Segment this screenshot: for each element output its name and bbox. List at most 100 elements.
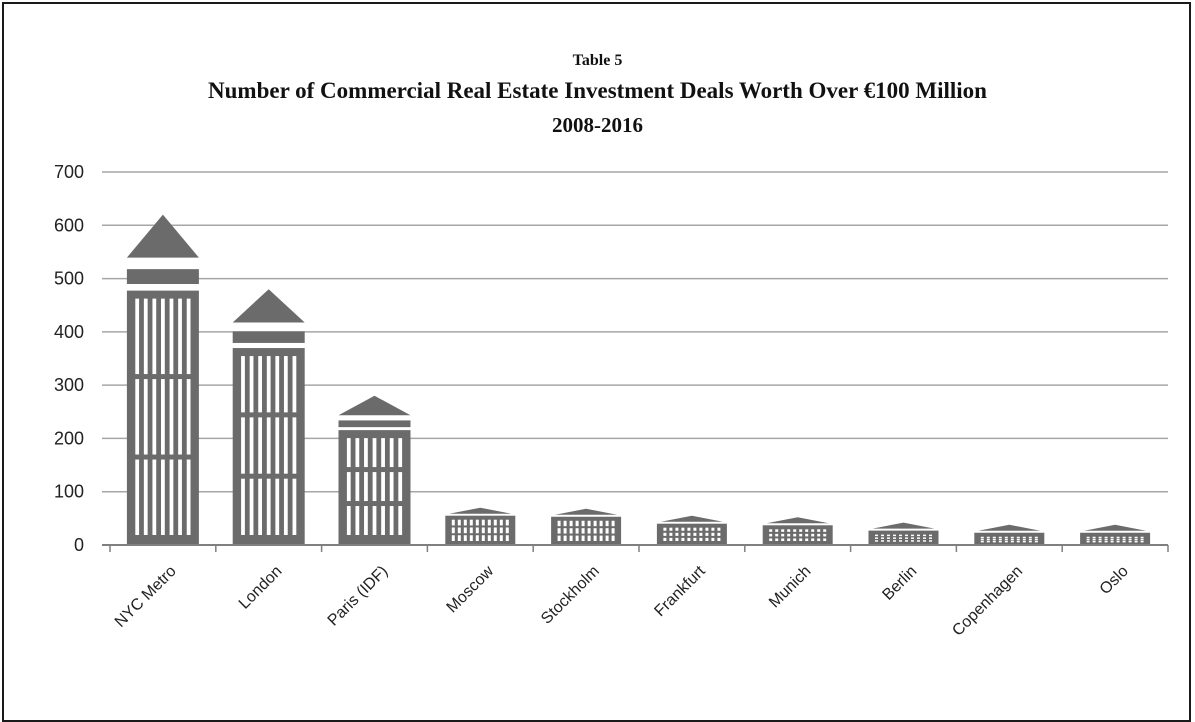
bar-window <box>381 506 385 535</box>
bar-window <box>152 379 157 455</box>
bar-window <box>1022 536 1026 539</box>
bar-window <box>593 528 597 534</box>
bar-window <box>681 527 685 531</box>
bar-window <box>605 520 609 527</box>
bar-roof <box>449 507 512 514</box>
bar-window <box>875 537 878 539</box>
bar-roof <box>232 289 305 323</box>
bar-window <box>887 534 890 537</box>
bar-body <box>868 530 939 545</box>
bar-window <box>986 536 990 539</box>
bar-window <box>793 533 797 537</box>
bar-window <box>875 540 878 542</box>
bar-window <box>346 472 351 502</box>
bar-window <box>911 540 914 542</box>
bar-window <box>499 535 503 541</box>
bar-window <box>135 298 140 375</box>
chart-subtitle: 2008-2016 <box>552 113 643 137</box>
bar-window <box>1116 540 1120 543</box>
bar-window <box>793 529 797 532</box>
bar-window <box>611 520 615 527</box>
bar-window <box>1104 538 1108 541</box>
bar-window <box>283 356 288 413</box>
bar-window <box>992 538 996 541</box>
bar-window <box>823 538 827 541</box>
bar-window <box>893 540 896 542</box>
bar-window <box>917 537 920 539</box>
bar-window <box>681 532 685 536</box>
bar-window <box>687 532 691 536</box>
bar-window <box>266 417 271 474</box>
bar-window <box>372 506 377 535</box>
bar-window <box>799 533 803 537</box>
bar-window <box>992 540 996 543</box>
bar-window <box>811 533 815 537</box>
bar-window <box>699 532 703 536</box>
bar-window <box>823 529 827 532</box>
bar-window <box>986 540 990 543</box>
bar-window <box>980 540 984 543</box>
bar-window <box>881 534 884 537</box>
bar-window <box>152 459 157 535</box>
bar-window <box>805 529 809 532</box>
bar-window <box>587 535 591 541</box>
bar-window <box>681 537 685 541</box>
bar-window <box>905 537 908 539</box>
bar-window <box>893 534 896 537</box>
bar-window <box>905 534 908 537</box>
bar-window <box>1022 538 1026 541</box>
bar-window <box>463 535 467 541</box>
bar-window <box>1098 540 1102 543</box>
bar-window <box>563 528 567 534</box>
bar-window <box>899 540 902 542</box>
bar-roof <box>1084 524 1147 531</box>
bar-window <box>923 534 926 537</box>
bar-roof <box>872 522 935 529</box>
bar-window <box>787 538 791 541</box>
x-tick-label: Moscow <box>444 562 498 616</box>
bar-window <box>493 535 497 541</box>
bar-window <box>1034 536 1038 539</box>
bar-window <box>669 532 673 536</box>
bar <box>551 508 622 545</box>
bar-window <box>575 528 579 534</box>
bar-window <box>917 534 920 537</box>
bar-window <box>1034 540 1038 543</box>
bar-window <box>663 537 667 541</box>
bar-window <box>980 538 984 541</box>
bar-roof <box>126 214 199 258</box>
bar-roof <box>555 508 618 515</box>
x-axis <box>102 544 1169 552</box>
bar-window <box>775 529 779 532</box>
bar-window <box>1028 540 1032 543</box>
bar-window <box>505 527 509 534</box>
bar-cornice <box>126 269 199 285</box>
bar-window <box>799 538 803 541</box>
bar-window <box>457 535 461 541</box>
bar-window <box>241 417 245 474</box>
x-tick-label: Paris (IDF) <box>325 563 392 630</box>
bar-window <box>398 438 403 468</box>
bar-window <box>292 417 297 474</box>
bar-window <box>569 535 573 541</box>
bar-window <box>893 537 896 539</box>
bar-window <box>557 528 561 534</box>
bar-window <box>152 298 157 375</box>
bar-window <box>1140 536 1144 539</box>
bar-window <box>817 533 821 537</box>
bar-window <box>463 519 467 526</box>
bar-body <box>445 515 516 545</box>
bar-window <box>135 459 140 535</box>
bar-window <box>1140 538 1144 541</box>
bar-window <box>1016 538 1020 541</box>
bar-window <box>258 356 263 413</box>
bar-window <box>169 459 174 535</box>
bar-window <box>563 520 567 527</box>
bar-window <box>917 540 920 542</box>
bar-window <box>1004 540 1008 543</box>
bar-window <box>811 529 815 532</box>
bar-window <box>569 520 573 527</box>
bar-window <box>1086 538 1090 541</box>
bar-window <box>1140 540 1144 543</box>
bar-window <box>161 379 165 455</box>
